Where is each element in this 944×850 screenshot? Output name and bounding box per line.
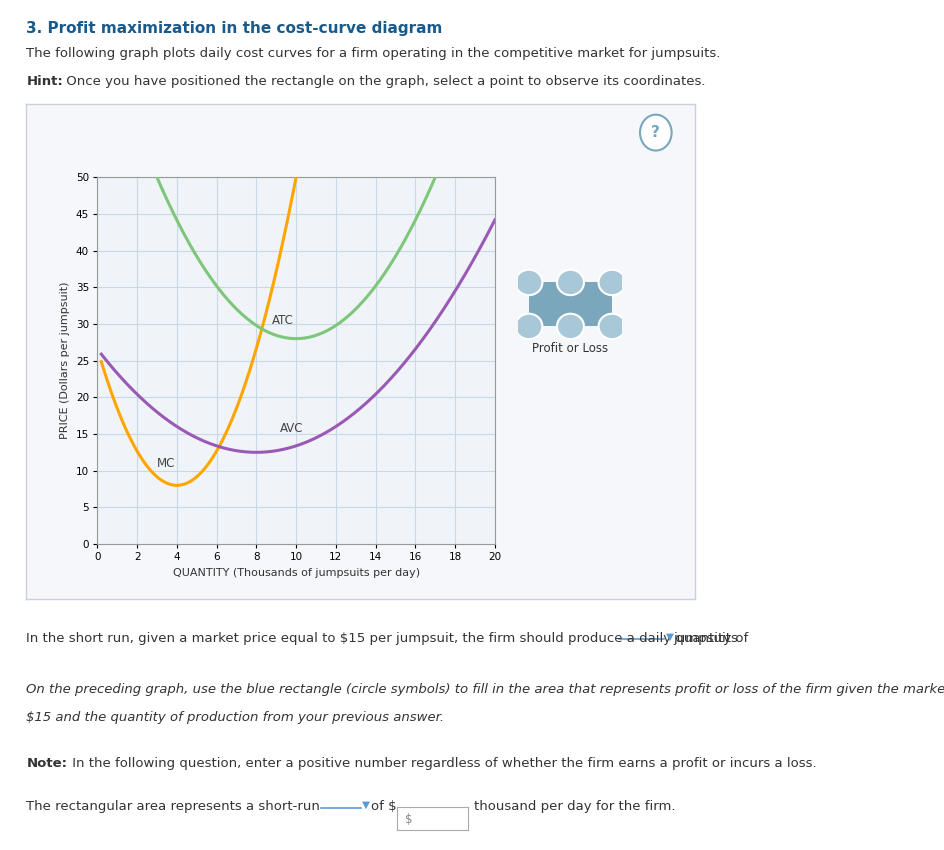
Text: Note:: Note: <box>26 757 67 770</box>
Text: Once you have positioned the rectangle on the graph, select a point to observe i: Once you have positioned the rectangle o… <box>62 75 705 88</box>
FancyBboxPatch shape <box>529 282 612 326</box>
Text: ATC: ATC <box>272 314 294 326</box>
Text: Profit or Loss: Profit or Loss <box>531 343 608 355</box>
Circle shape <box>639 115 671 150</box>
Text: In the short run, given a market price equal to $15 per jumpsuit, the firm shoul: In the short run, given a market price e… <box>26 632 748 644</box>
Text: of $: of $ <box>371 800 396 813</box>
Circle shape <box>598 269 625 295</box>
Text: In the following question, enter a positive number regardless of whether the fir: In the following question, enter a posit… <box>68 757 816 770</box>
Circle shape <box>556 269 583 295</box>
Text: MC: MC <box>157 456 176 470</box>
Y-axis label: PRICE (Dollars per jumpsuit): PRICE (Dollars per jumpsuit) <box>60 282 70 439</box>
Text: ▼: ▼ <box>666 632 673 642</box>
Text: ?: ? <box>650 125 660 140</box>
Text: $15 and the quantity of production from your previous answer.: $15 and the quantity of production from … <box>26 711 444 723</box>
Text: The following graph plots daily cost curves for a firm operating in the competit: The following graph plots daily cost cur… <box>26 47 720 60</box>
Text: On the preceding graph, use the blue rectangle (circle symbols) to fill in the a: On the preceding graph, use the blue rec… <box>26 683 944 695</box>
Text: ▼: ▼ <box>362 800 369 810</box>
Text: Hint:: Hint: <box>26 75 63 88</box>
Circle shape <box>514 314 542 339</box>
Text: The rectangular area represents a short-run: The rectangular area represents a short-… <box>26 800 320 813</box>
Circle shape <box>514 269 542 295</box>
Circle shape <box>598 314 625 339</box>
X-axis label: QUANTITY (Thousands of jumpsuits per day): QUANTITY (Thousands of jumpsuits per day… <box>173 568 419 578</box>
Text: 3. Profit maximization in the cost-curve diagram: 3. Profit maximization in the cost-curve… <box>26 21 443 37</box>
Text: thousand per day for the firm.: thousand per day for the firm. <box>474 800 675 813</box>
Text: AVC: AVC <box>280 422 303 434</box>
Text: $: $ <box>405 813 413 826</box>
Circle shape <box>556 314 583 339</box>
Text: jumpsuits.: jumpsuits. <box>672 632 741 644</box>
